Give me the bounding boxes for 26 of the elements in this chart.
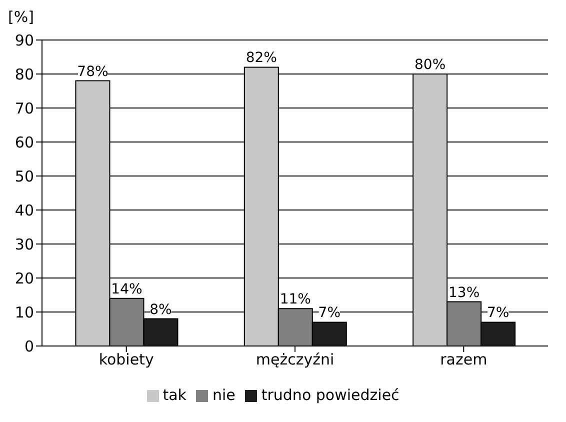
data-label: 13%: [448, 284, 480, 301]
data-label: 14%: [111, 281, 142, 298]
data-label: 80%: [414, 57, 446, 73]
x-tick-label: razem: [440, 350, 488, 369]
x-tick-label: kobiety: [98, 350, 154, 369]
x-tick-label: mężczyźni: [256, 350, 334, 369]
y-tick-label: 30: [14, 235, 34, 254]
data-label: 7%: [486, 305, 510, 322]
data-label: 8%: [150, 302, 172, 318]
y-tick-label: 50: [14, 167, 34, 186]
y-axis-title: [%]: [8, 8, 34, 26]
y-tick-label: 70: [14, 99, 34, 118]
data-label: 82%: [246, 50, 277, 66]
y-tick-label: 40: [14, 201, 34, 220]
y-tick-label: 0: [24, 337, 34, 356]
legend-label: tak: [162, 386, 186, 404]
y-tick-label: 80: [14, 65, 34, 84]
y-tick-label: 20: [14, 269, 34, 288]
y-tick-label: 90: [14, 31, 34, 50]
data-label: 78%: [77, 64, 108, 80]
data-label: 11%: [280, 292, 311, 308]
y-tick-label: 10: [14, 303, 34, 322]
y-tick-label: 60: [14, 133, 34, 152]
data-label: 7%: [318, 305, 341, 322]
legend-label: trudno powiedzieć: [261, 386, 400, 404]
legend-label: nie: [212, 386, 236, 404]
